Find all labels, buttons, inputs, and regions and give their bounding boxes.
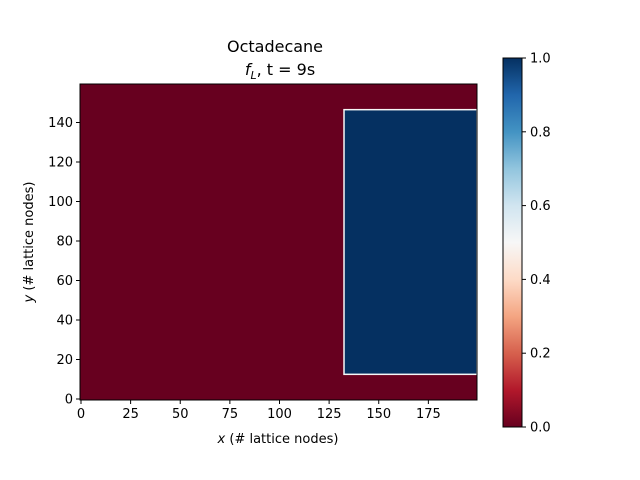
y-tick-label: 0	[65, 393, 73, 408]
colorbar-tick-label: 0.4	[530, 273, 551, 288]
chart-subtitle: fL, t = 9s	[245, 60, 315, 82]
subtitle-var: f	[245, 60, 253, 79]
y-tick-label: 80	[56, 235, 73, 250]
y-axis-ticks: 0 20 40 60 80 100 120 140	[48, 116, 80, 408]
x-axis-ticks: 0 25 50 75 100 125 150 175	[77, 400, 441, 422]
colorbar-tick-label: 0.8	[530, 125, 551, 140]
y-tick-label: 100	[48, 195, 73, 210]
chart-title: Octadecane	[227, 37, 323, 56]
x-tick-label: 150	[366, 407, 391, 422]
x-tick-label: 50	[172, 407, 189, 422]
colorbar-tick-label: 0.6	[530, 199, 551, 214]
x-tick-label: 25	[122, 407, 139, 422]
liquid-region	[343, 108, 478, 376]
x-tick-label: 175	[416, 407, 441, 422]
colorbar-ticks: 0.0 0.2 0.4 0.6 0.8 1.0	[522, 52, 551, 436]
x-axis-label: x (# lattice nodes)	[217, 432, 339, 447]
y-tick-label: 60	[56, 274, 73, 289]
y-tick-label: 140	[48, 116, 73, 131]
x-tick-label: 100	[267, 407, 292, 422]
y-tick-label: 40	[56, 314, 73, 329]
subtitle-suffix: , t = 9s	[257, 60, 316, 79]
x-tick-label: 0	[77, 407, 85, 422]
plot-frame	[79, 83, 478, 401]
y-axis-label: y (# lattice nodes)	[22, 182, 37, 304]
colorbar-tick-label: 0.0	[530, 421, 551, 436]
y-tick-label: 20	[56, 353, 73, 368]
y-tick-label: 120	[48, 156, 73, 171]
heatmap-plot-area	[80, 84, 478, 400]
colorbar-tick-label: 0.2	[530, 347, 551, 362]
x-tick-label: 125	[317, 407, 342, 422]
subtitle-subscript: L	[250, 69, 256, 82]
colorbar-tick-label: 1.0	[530, 52, 551, 67]
x-tick-label: 75	[222, 407, 239, 422]
colorbar	[502, 57, 523, 428]
